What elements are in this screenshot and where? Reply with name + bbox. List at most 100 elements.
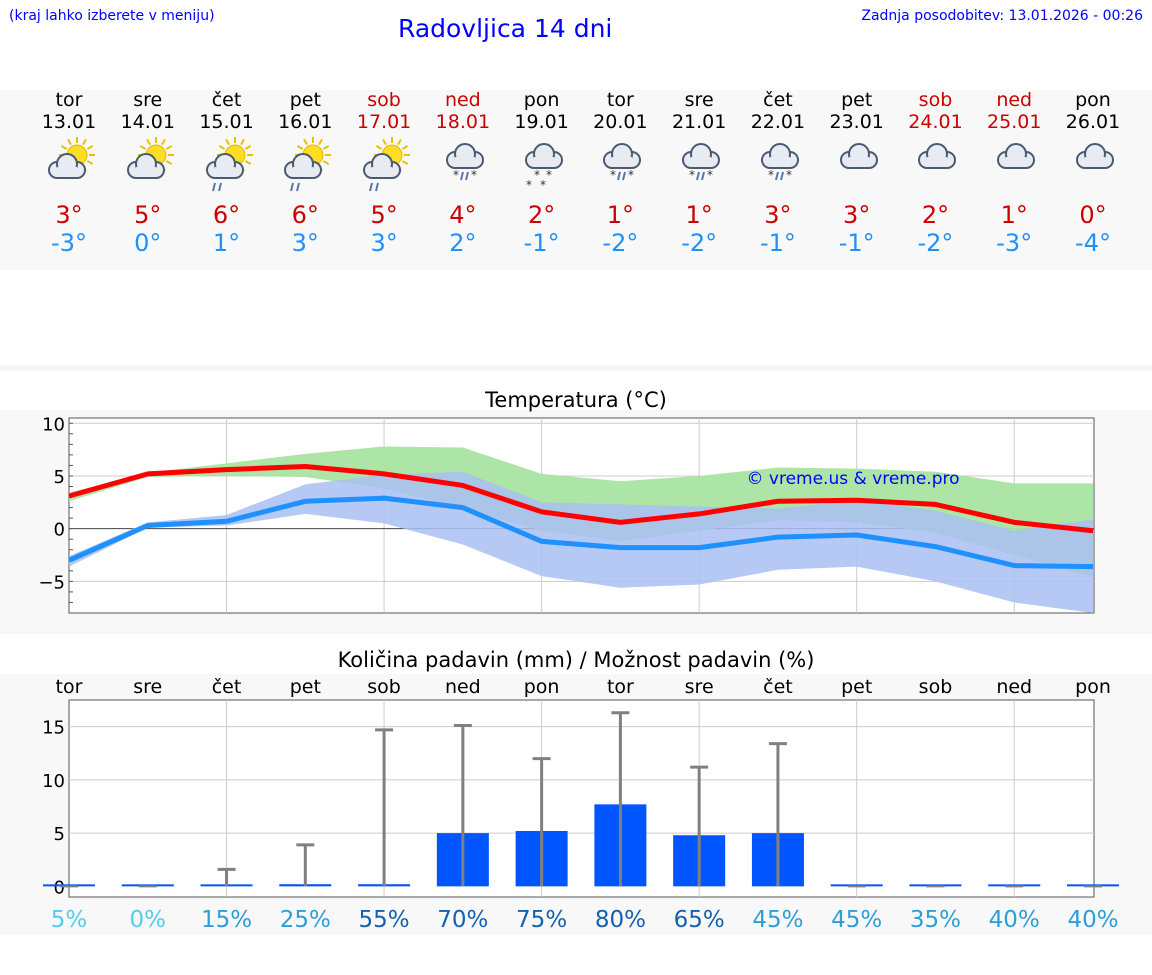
weather-icon-holder: [896, 135, 974, 201]
sun-cloud-rain-icon: [205, 137, 253, 192]
precip-probability-label: 45%: [752, 907, 803, 933]
day-date: 20.01: [593, 111, 648, 133]
weather-icon-holder: * *: [581, 135, 659, 201]
sun-cloud-rain-icon: [284, 137, 332, 192]
weather-icon-holder: [818, 135, 896, 201]
day-column: pon 26.01 0° -4°: [1054, 89, 1132, 257]
temp-max: 6°: [291, 201, 319, 229]
day-column: tor 20.01 * * 1° -2°: [581, 89, 659, 257]
cloud-sleet-icon: * *: [682, 143, 721, 182]
temp-max: 3°: [55, 201, 83, 229]
day-date: 14.01: [120, 111, 175, 133]
precip-probability-label: 80%: [595, 907, 646, 933]
precip-day-label: pon: [524, 676, 560, 698]
day-column: tor 13.01 3° -3°: [30, 89, 108, 257]
cloudy-icon: [997, 143, 1036, 169]
weather-icon-holder: [266, 135, 344, 201]
temp-min: -1°: [838, 229, 875, 257]
precip-tick-label: 10: [42, 771, 65, 792]
day-date: 13.01: [41, 111, 97, 133]
precip-day-label: čet: [763, 676, 793, 698]
precip-day-label: sre: [685, 676, 714, 698]
day-name: pon: [1075, 89, 1111, 111]
precip-probability-label: 40%: [1067, 907, 1118, 933]
svg-text:*: *: [610, 168, 616, 182]
precip-probability-label: 45%: [831, 907, 882, 933]
temp-min: -2°: [917, 229, 954, 257]
day-date: 21.01: [671, 111, 727, 133]
day-name: sob: [918, 89, 953, 111]
day-date: 16.01: [278, 111, 333, 133]
temp-max: 5°: [370, 201, 398, 229]
precip-day-label: sre: [133, 676, 162, 698]
day-name: pet: [289, 89, 321, 111]
precip-probability-label: 25%: [280, 907, 331, 933]
cloud-snow-icon: * ** *: [524, 143, 563, 192]
day-column: sob 17.01 5° 3°: [345, 89, 423, 257]
precip-tick-label: 15: [42, 718, 65, 739]
svg-text:*: *: [628, 168, 634, 182]
precip-probability-label: 0%: [130, 907, 167, 933]
weather-icon-holder: * *: [739, 135, 817, 201]
svg-text:*: *: [786, 168, 792, 182]
weather-icon-holder: * *: [424, 135, 502, 201]
precip-plot-area: [68, 699, 1095, 898]
temp-min: -2°: [602, 229, 639, 257]
day-column: pet 16.01 6° 3°: [266, 89, 344, 257]
cloudy-icon: [1076, 143, 1114, 169]
temp-max: 0°: [1079, 201, 1107, 229]
day-column: sob 24.01 2° -2°: [896, 89, 974, 257]
precip-tick-label: 5: [54, 824, 65, 845]
temp-min: -1°: [523, 229, 560, 257]
temp-min: 3°: [291, 229, 319, 257]
precip-probability-label: 75%: [516, 907, 567, 933]
svg-text:*: *: [689, 168, 695, 182]
location-menu-note[interactable]: (kraj lahko izberete v meniju): [9, 8, 215, 24]
temp-max-line: [68, 463, 1094, 534]
day-name: ned: [444, 89, 481, 111]
weather-icon-holder: [30, 135, 108, 201]
svg-text:*: *: [534, 168, 540, 182]
precip-day-label: pon: [1075, 676, 1111, 698]
cloudy-icon: [918, 143, 957, 169]
day-date: 18.01: [435, 111, 491, 133]
svg-text:*: *: [768, 168, 774, 182]
precip-probability-label: 5%: [51, 907, 88, 933]
precip-day-label: pet: [841, 676, 872, 698]
weather-icon-holder: [345, 135, 423, 201]
weather-icon-holder: [1054, 135, 1132, 201]
weather-icon-holder: * *: [660, 135, 738, 201]
precip-day-label: tor: [607, 676, 634, 698]
precip-probability-label: 15%: [201, 907, 252, 933]
precip-day-label: tor: [56, 676, 83, 698]
day-date: 19.01: [514, 111, 569, 133]
svg-text:*: *: [526, 178, 532, 192]
day-column: sre 21.01 * * 1° -2°: [660, 89, 738, 257]
day-column: ned 25.01 1° -3°: [975, 89, 1053, 257]
temp-max: 6°: [212, 201, 241, 229]
precip-day-label: čet: [212, 676, 242, 698]
weather-icon-holder: [975, 135, 1053, 201]
day-date: 17.01: [356, 111, 412, 133]
daily-forecast-strip: [0, 90, 1152, 270]
sun-cloud-rain-icon: [363, 137, 411, 192]
day-name: sre: [133, 89, 163, 111]
temp-tick-label: 5: [54, 467, 65, 488]
day-date: 24.01: [908, 111, 963, 133]
day-name: ned: [996, 89, 1033, 111]
temp-min: -4°: [1075, 229, 1111, 257]
temp-min: -3°: [51, 229, 87, 257]
weather-icon-holder: * * * *: [503, 135, 581, 201]
temp-tick-label: 0: [54, 520, 65, 541]
separator-band: [0, 365, 1152, 371]
precip-day-label: ned: [996, 676, 1032, 698]
precip-day-label: sob: [367, 676, 401, 698]
day-column: pon 19.01 * * * * 2° -1°: [503, 89, 581, 257]
day-name: pet: [841, 89, 873, 111]
page-title: Radovljica 14 dni: [398, 14, 613, 43]
precip-probability-label: 40%: [989, 907, 1040, 933]
temp-max: 4°: [449, 201, 477, 229]
temp-tick-label: 10: [42, 414, 65, 435]
